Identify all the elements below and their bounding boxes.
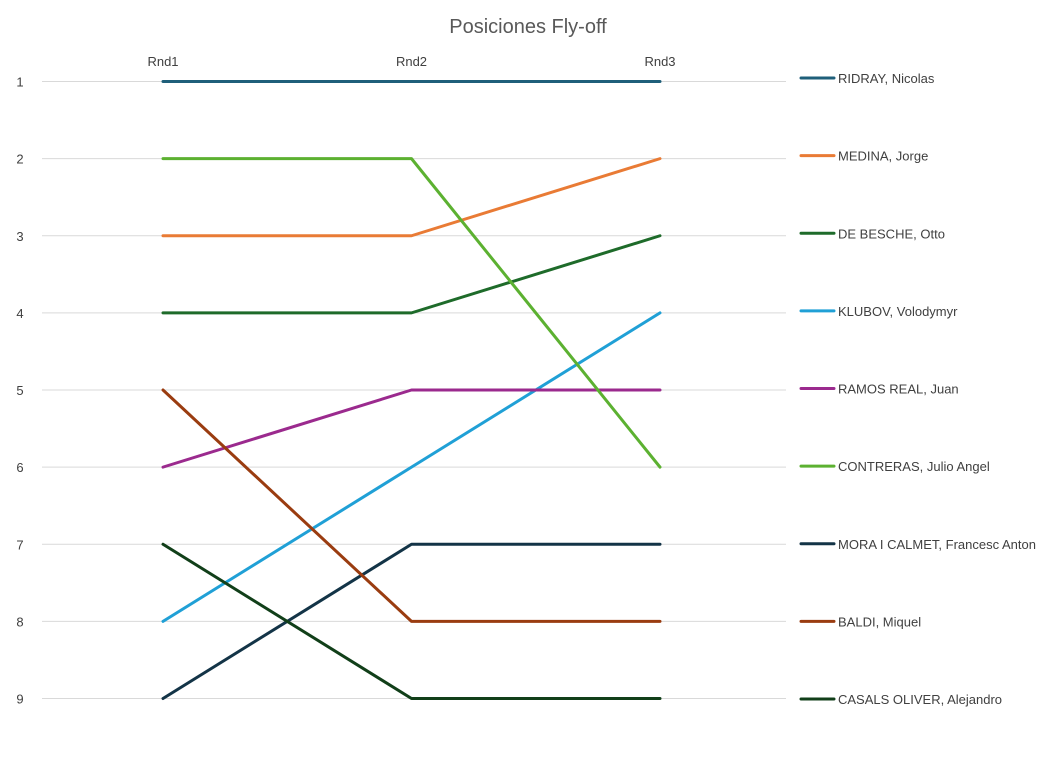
y-tick-label: 1 (16, 75, 23, 90)
series-line (161, 234, 662, 315)
legend-label: MEDINA, Jorge (838, 149, 928, 164)
y-tick-label: 5 (16, 383, 23, 398)
x-tick-label: Rnd1 (147, 54, 178, 69)
y-tick-label: 6 (16, 460, 23, 475)
series-line (161, 157, 662, 238)
legend-label: CONTRERAS, Julio Angel (838, 459, 990, 474)
legend-label: MORA I CALMET, Francesc Anton (838, 537, 1036, 552)
legend-label: RIDRAY, Nicolas (838, 71, 935, 86)
legend-item: MEDINA, Jorge (799, 149, 928, 164)
legend-item: RAMOS REAL, Juan (799, 382, 959, 397)
y-tick-label: 7 (16, 537, 23, 552)
legend-item: RIDRAY, Nicolas (799, 71, 935, 86)
legend-label: BALDI, Miquel (838, 614, 921, 629)
y-tick-label: 3 (16, 229, 23, 244)
legend-item: CASALS OLIVER, Alejandro (799, 692, 1002, 707)
y-tick-label: 9 (16, 692, 23, 707)
legend-item: DE BESCHE, Otto (799, 226, 945, 241)
y-tick-label: 4 (16, 306, 23, 321)
legend-label: RAMOS REAL, Juan (838, 382, 959, 397)
series-line (161, 388, 662, 623)
series-line (161, 542, 662, 700)
series-line (161, 542, 662, 700)
series-line (161, 388, 662, 469)
x-tick-label: Rnd2 (396, 54, 427, 69)
legend-item: BALDI, Miquel (799, 614, 921, 629)
chart-title: Posiciones Fly-off (449, 16, 607, 38)
legend-label: DE BESCHE, Otto (838, 226, 945, 241)
y-tick-label: 8 (16, 614, 23, 629)
legend-label: CASALS OLIVER, Alejandro (838, 692, 1002, 707)
legend-label: KLUBOV, Volodymyr (838, 304, 958, 319)
y-tick-label: 2 (16, 152, 23, 167)
legend-item: KLUBOV, Volodymyr (799, 304, 958, 319)
legend-item: MORA I CALMET, Francesc Anton (799, 537, 1036, 552)
x-tick-label: Rnd3 (644, 54, 675, 69)
series-line (161, 157, 662, 469)
legend-item: CONTRERAS, Julio Angel (799, 459, 990, 474)
